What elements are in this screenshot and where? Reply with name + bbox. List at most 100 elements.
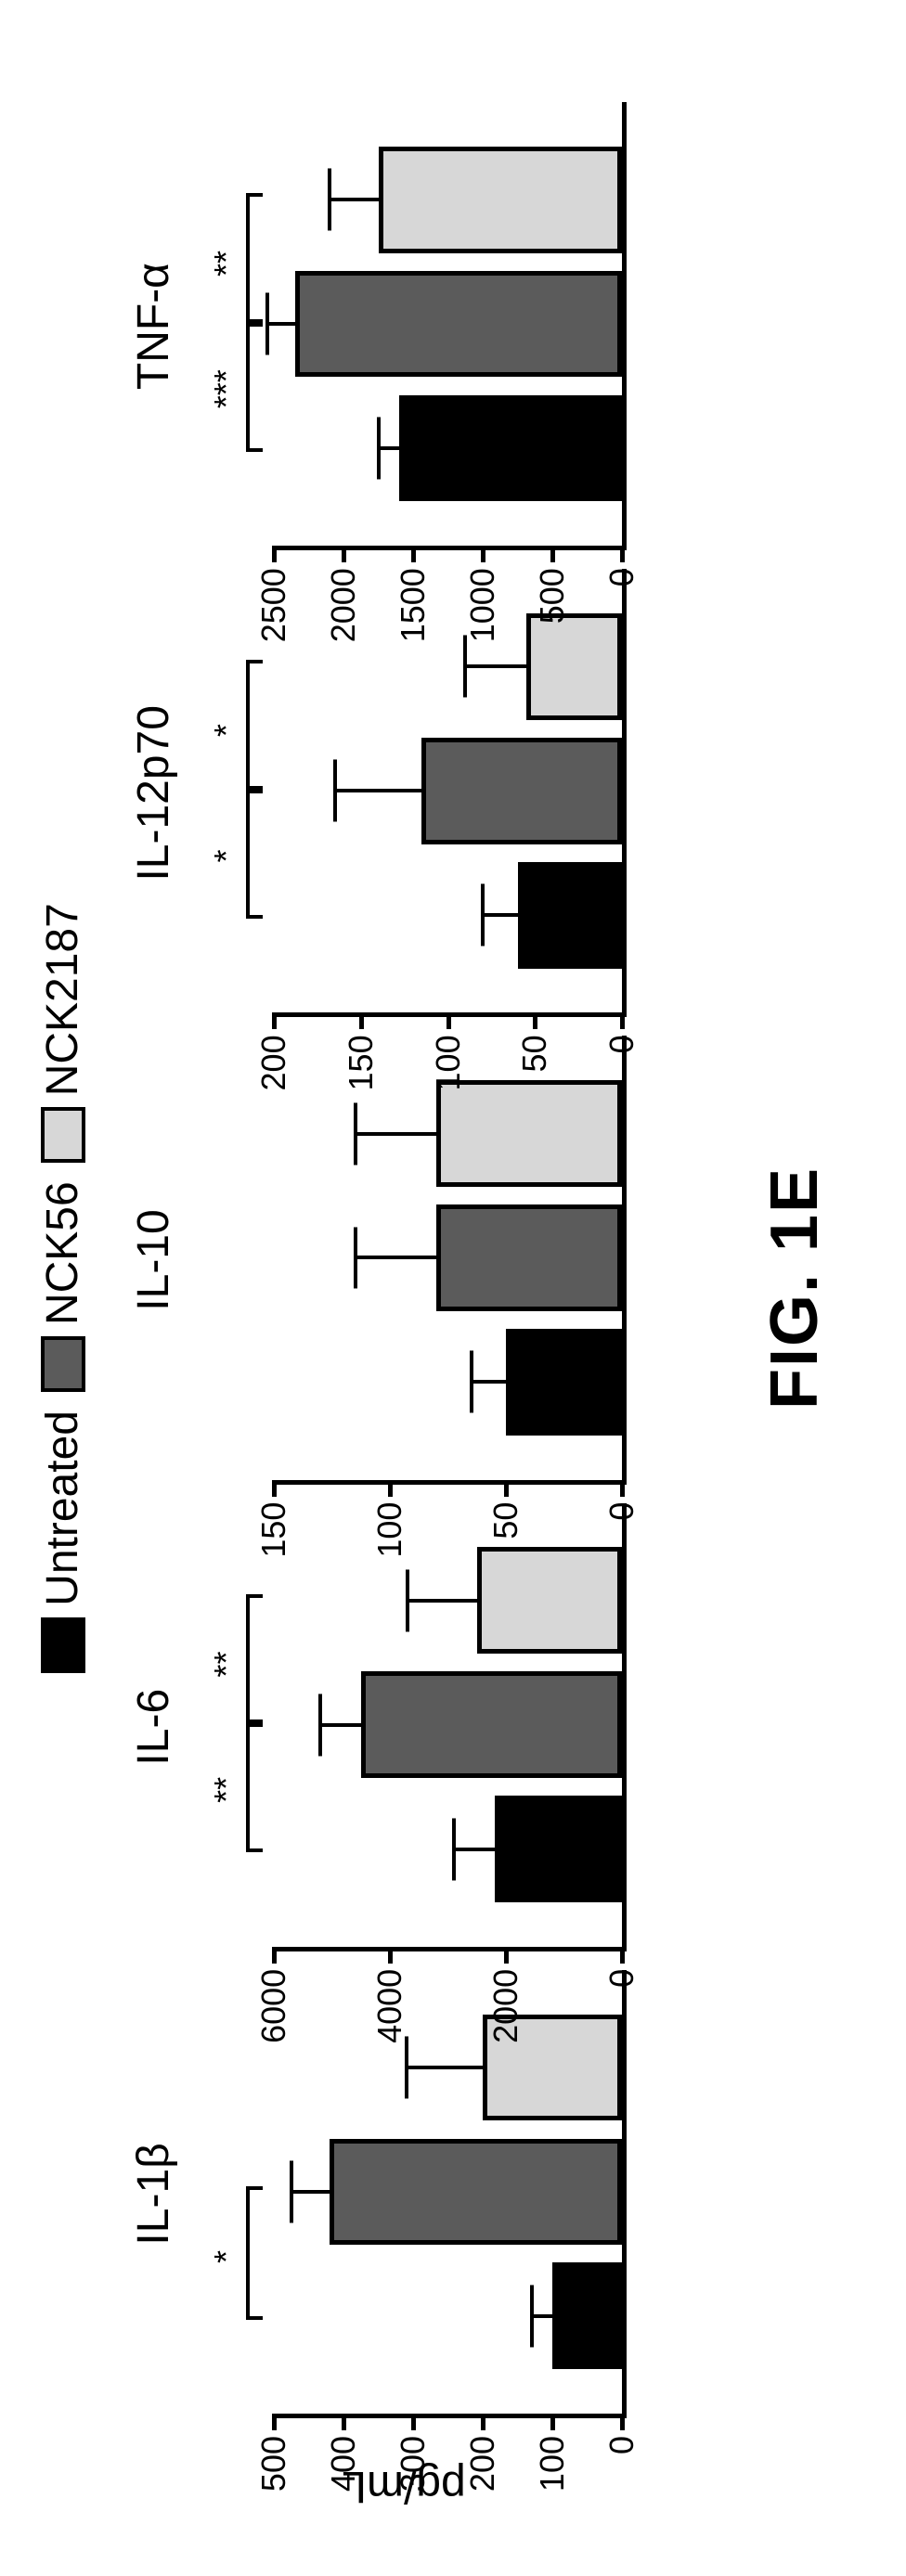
- bar: [552, 2262, 622, 2369]
- panel-title: IL-1β: [125, 1970, 181, 2418]
- plot-area: 0200040006000: [274, 1503, 627, 1951]
- error-bar: [472, 1380, 507, 1384]
- ytick-label: 150: [254, 1502, 293, 1558]
- ytick: [504, 1947, 509, 1964]
- bar: [477, 1547, 622, 1654]
- ytick-label: 2500: [254, 568, 293, 642]
- ytick: [620, 1947, 625, 1964]
- ytick: [342, 2414, 346, 2430]
- error-cap: [406, 1569, 409, 1631]
- error-cap: [354, 1102, 357, 1165]
- ytick: [272, 1947, 277, 1964]
- bar: [506, 1329, 622, 1436]
- error-bar: [291, 2190, 330, 2194]
- ytick-label: 2000: [324, 568, 363, 642]
- ytick-label: 300: [394, 2436, 433, 2492]
- bar: [399, 395, 622, 502]
- ytick: [550, 2414, 555, 2430]
- legend: Untreated NCK56 NCK2187: [0, 0, 88, 2576]
- ytick-label: 500: [254, 2436, 293, 2492]
- ytick-label: 200: [254, 1035, 293, 1090]
- bar: [495, 1796, 623, 1902]
- panel-title: IL-12p70: [125, 569, 181, 1017]
- sig-label: **: [207, 251, 246, 277]
- legend-swatch-1: [41, 1336, 85, 1392]
- panel-title: TNF-α: [125, 102, 181, 550]
- ytick-label: 0: [602, 1969, 641, 1988]
- ytick: [272, 2414, 277, 2430]
- ytick-label: 6000: [254, 1969, 293, 2043]
- ytick: [272, 546, 277, 562]
- ytick: [388, 1947, 393, 1964]
- ytick: [504, 1480, 509, 1497]
- bar: [436, 1204, 622, 1311]
- panel-title: IL-10: [125, 1036, 181, 1484]
- ytick-label: 150: [342, 1035, 381, 1090]
- error-cap: [470, 1351, 473, 1413]
- ytick-label: 100: [533, 2436, 572, 2492]
- bar: [330, 2139, 622, 2246]
- error-cap: [265, 293, 269, 355]
- ytick-label: 0: [602, 2436, 641, 2454]
- ytick-label: 50: [486, 1502, 525, 1539]
- bar: [436, 1080, 622, 1187]
- ytick-label: 1000: [463, 568, 502, 642]
- sig-bracket: [246, 193, 263, 326]
- error-cap: [290, 2160, 293, 2222]
- sig-bracket: [246, 786, 263, 919]
- significance-zone: ** **: [200, 1503, 274, 1951]
- plot-area: 0100200300400500: [274, 1970, 627, 2418]
- bar: [421, 738, 622, 844]
- bar: [526, 613, 622, 720]
- error-bar: [407, 2066, 484, 2069]
- ytick: [620, 546, 625, 562]
- sig-label: **: [207, 1777, 246, 1803]
- legend-item: NCK56: [37, 1181, 88, 1392]
- sig-label: *: [207, 2250, 246, 2263]
- legend-swatch-0: [41, 1617, 85, 1673]
- figure-stage: Untreated NCK56 NCK2187 pg/mL IL-1β*0100…: [0, 0, 906, 2576]
- error-bar: [330, 198, 379, 201]
- ytick-label: 4000: [370, 1969, 409, 2043]
- plot-area: 05001000150020002500: [274, 102, 627, 550]
- error-cap: [481, 884, 485, 947]
- ytick: [620, 2414, 625, 2430]
- ytick: [481, 2414, 485, 2430]
- error-bar: [356, 1132, 437, 1136]
- bar: [295, 271, 623, 378]
- error-cap: [530, 2285, 534, 2347]
- legend-label: Untreated: [37, 1410, 88, 1606]
- chart-panel: IL-6****0200040006000: [125, 1503, 682, 1951]
- legend-swatch-2: [41, 1107, 85, 1163]
- sig-label: **: [207, 1652, 246, 1678]
- legend-item: NCK2187: [37, 903, 88, 1163]
- error-bar: [454, 1848, 495, 1851]
- ytick-label: 50: [515, 1035, 554, 1072]
- figure-label: FIG. 1E: [757, 0, 833, 2576]
- error-cap: [328, 169, 331, 231]
- ytick: [342, 546, 346, 562]
- bar: [379, 147, 623, 253]
- error-bar: [320, 1723, 361, 1727]
- ytick: [620, 1480, 625, 1497]
- ytick-label: 400: [324, 2436, 363, 2492]
- ytick: [550, 546, 555, 562]
- ytick: [272, 1480, 277, 1497]
- ytick: [620, 1012, 625, 1029]
- bar: [361, 1671, 622, 1778]
- error-bar: [379, 446, 400, 450]
- error-cap: [377, 418, 381, 480]
- significance-zone: [200, 1036, 274, 1484]
- plot-area: 050100150: [274, 1036, 627, 1484]
- ytick: [481, 546, 485, 562]
- ytick: [411, 2414, 416, 2430]
- ytick-label: 200: [463, 2436, 502, 2492]
- error-bar: [465, 664, 526, 668]
- error-cap: [354, 1227, 357, 1289]
- error-bar: [408, 1599, 477, 1603]
- chart-panel: TNF-α*****05001000150020002500: [125, 102, 682, 550]
- ytick-label: 0: [602, 568, 641, 586]
- error-cap: [333, 760, 337, 822]
- error-cap: [405, 2037, 408, 2099]
- ytick-label: 0: [602, 1502, 641, 1521]
